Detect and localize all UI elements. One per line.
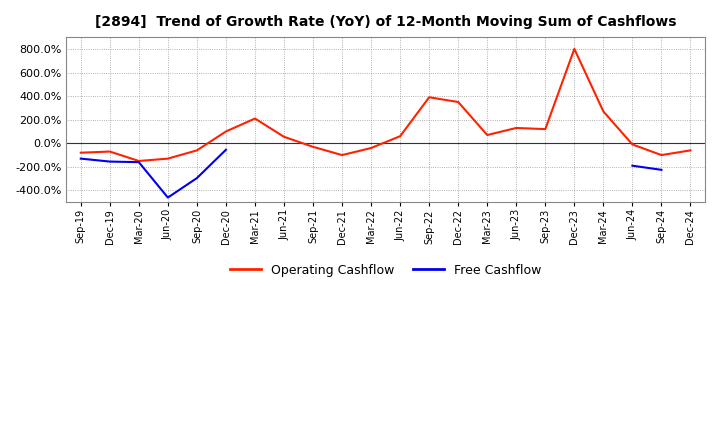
Legend: Operating Cashflow, Free Cashflow: Operating Cashflow, Free Cashflow: [225, 259, 546, 282]
Title: [2894]  Trend of Growth Rate (YoY) of 12-Month Moving Sum of Cashflows: [2894] Trend of Growth Rate (YoY) of 12-…: [95, 15, 676, 29]
